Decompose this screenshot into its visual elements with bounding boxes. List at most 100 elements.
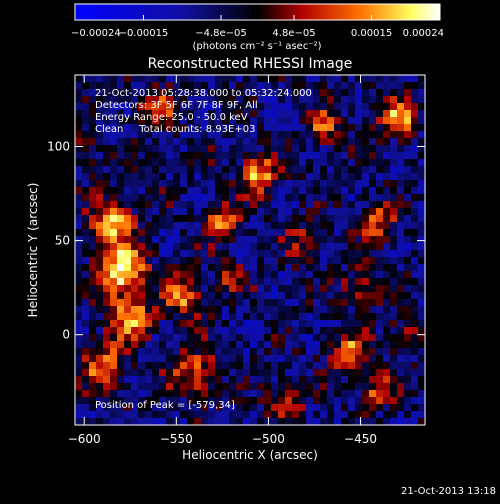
heatmap-cell [173,173,180,180]
footer-timestamp: 21-Oct-2013 13:18 [401,486,496,497]
heatmap-cell [299,229,306,236]
heatmap-cell [292,411,299,418]
heatmap-cell [187,145,194,152]
heatmap-cell [180,215,187,222]
heatmap-cell [348,404,355,411]
heatmap-cell [89,313,96,320]
heatmap-cell [369,327,376,334]
heatmap-cell [411,327,418,334]
heatmap-cell [306,166,313,173]
heatmap-cell [124,250,131,257]
heatmap-cell [250,292,257,299]
heatmap-cell [292,89,299,96]
heatmap-cell [250,145,257,152]
heatmap-cell [257,222,264,229]
heatmap-cell [194,411,201,418]
heatmap-cell [152,173,159,180]
heatmap-cell [222,215,229,222]
heatmap-cell [411,383,418,390]
heatmap-cell [117,229,124,236]
annotations: 21-Oct-2013 05:28:38.000 to 05:32:24.000… [95,88,312,411]
heatmap-cell [411,96,418,103]
heatmap-cell [243,334,250,341]
heatmap-cell [131,341,138,348]
heatmap-cell [180,131,187,138]
heatmap-cell [341,320,348,327]
heatmap-cell [271,166,278,173]
heatmap-cell [418,327,425,334]
heatmap-cell [362,173,369,180]
heatmap-cell [369,404,376,411]
heatmap-cell [243,411,250,418]
heatmap-cell [243,264,250,271]
heatmap-cell [89,194,96,201]
heatmap-cell [75,110,82,117]
heatmap-cell [271,355,278,362]
heatmap-cell [292,236,299,243]
heatmap-cell [222,390,229,397]
heatmap-cell [341,390,348,397]
heatmap-cell [278,89,285,96]
heatmap-cell [418,320,425,327]
heatmap-cell [313,390,320,397]
heatmap-cell [229,390,236,397]
heatmap-cell [229,327,236,334]
heatmap-cell [229,194,236,201]
heatmap-cell [166,180,173,187]
heatmap-cell [124,201,131,208]
heatmap-cell [222,383,229,390]
heatmap-cell [152,124,159,131]
heatmap-cell [173,222,180,229]
heatmap-cell [271,138,278,145]
heatmap-cell [411,180,418,187]
heatmap-cell [236,222,243,229]
heatmap-cell [89,397,96,404]
heatmap-cell [138,411,145,418]
heatmap-cell [285,306,292,313]
heatmap-cell [292,383,299,390]
heatmap-cell [369,320,376,327]
heatmap-cell [208,306,215,313]
heatmap-cell [180,138,187,145]
heatmap-cell [320,271,327,278]
heatmap-cell [341,278,348,285]
heatmap-cell [383,271,390,278]
heatmap-cell [124,341,131,348]
heatmap-cell [138,313,145,320]
heatmap-cell [82,313,89,320]
heatmap-cell [418,257,425,264]
heatmap-cell [194,229,201,236]
heatmap-cell [89,362,96,369]
heatmap-cell [369,152,376,159]
heatmap-cell [82,264,89,271]
heatmap-cell [327,187,334,194]
heatmap-cell [264,124,271,131]
heatmap-cell [194,131,201,138]
heatmap-cell [145,418,152,425]
heatmap-cell [285,390,292,397]
heatmap-cell [390,348,397,355]
heatmap-cell [215,243,222,250]
heatmap-cell [334,110,341,117]
heatmap-cell [299,180,306,187]
heatmap-cell [369,96,376,103]
heatmap-cell [201,187,208,194]
heatmap-cell [82,306,89,313]
heatmap-cell [138,124,145,131]
heatmap-cell [250,271,257,278]
heatmap-cell [117,173,124,180]
heatmap-cell [362,341,369,348]
heatmap-cell [390,215,397,222]
heatmap-cell [103,145,110,152]
heatmap-cell [166,75,173,82]
heatmap-cell [236,124,243,131]
heatmap-cell [292,418,299,425]
heatmap-cell [194,117,201,124]
heatmap-cell [236,313,243,320]
heatmap-cell [264,110,271,117]
heatmap-cell [208,96,215,103]
heatmap-cell [75,96,82,103]
heatmap-cell [110,243,117,250]
heatmap-cell [215,159,222,166]
heatmap-cell [159,89,166,96]
